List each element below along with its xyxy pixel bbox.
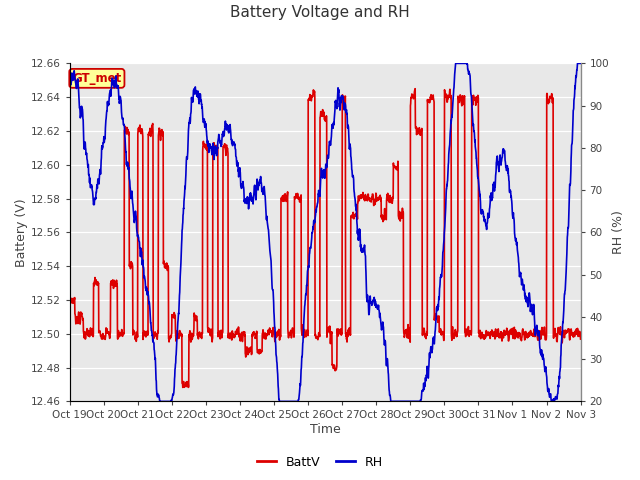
Legend: BattV, RH: BattV, RH [252, 451, 388, 474]
Text: GT_met: GT_met [72, 72, 122, 85]
X-axis label: Time: Time [310, 423, 340, 436]
Text: Battery Voltage and RH: Battery Voltage and RH [230, 5, 410, 20]
Y-axis label: RH (%): RH (%) [612, 210, 625, 254]
Y-axis label: Battery (V): Battery (V) [15, 198, 28, 267]
